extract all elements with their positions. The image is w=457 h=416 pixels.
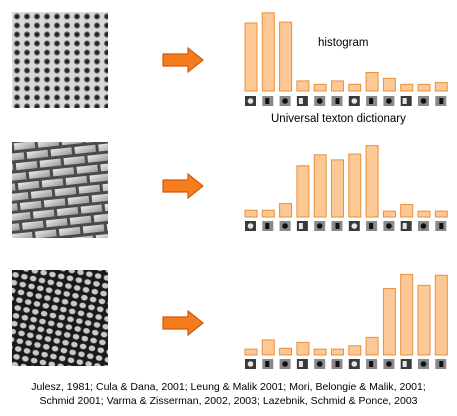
citation-text: Julesz, 1981; Cula & Dana, 2001; Leung &… bbox=[0, 380, 457, 408]
texton-blob-icon bbox=[245, 96, 256, 106]
histogram-chart-1 bbox=[244, 12, 448, 92]
texton-bar-icon bbox=[383, 221, 395, 231]
histogram-bar bbox=[400, 273, 414, 356]
histogram-bar bbox=[279, 347, 293, 356]
texture-image-mesh bbox=[12, 270, 108, 366]
histogram-bar bbox=[348, 345, 362, 356]
histogram-chart-2 bbox=[244, 145, 448, 218]
histogram-bar bbox=[296, 165, 310, 218]
histogram-chart-3 bbox=[244, 273, 448, 356]
arrow-right-icon bbox=[162, 310, 204, 336]
histogram-bar bbox=[382, 288, 396, 356]
texton-ring-icon bbox=[314, 359, 326, 369]
histogram-bar bbox=[331, 348, 344, 356]
texton-dot-icon bbox=[435, 359, 447, 369]
texton-dot-icon bbox=[435, 96, 447, 106]
texton-icons-row-3 bbox=[245, 359, 447, 369]
texton-bar-icon bbox=[383, 359, 395, 369]
texton-spot-icon bbox=[366, 359, 378, 369]
histogram-bar bbox=[296, 341, 310, 356]
texton-line-icon bbox=[296, 221, 308, 231]
texton-cross-icon bbox=[418, 359, 429, 369]
texton-ring-icon bbox=[314, 221, 326, 231]
texton-line-icon bbox=[296, 359, 308, 369]
texton-halo-icon bbox=[400, 96, 412, 106]
texton-line-icon bbox=[296, 96, 308, 106]
texton-corner-icon bbox=[279, 221, 291, 231]
dictionary-label: Universal texton dictionary bbox=[271, 113, 406, 125]
histogram-bar bbox=[261, 209, 275, 218]
texton-cross-icon bbox=[418, 221, 429, 231]
histogram-bar bbox=[244, 348, 258, 356]
texton-ring-icon bbox=[314, 96, 326, 106]
arrow-right-icon bbox=[162, 173, 204, 199]
histogram-bar bbox=[313, 154, 327, 218]
histogram-bar bbox=[348, 83, 362, 92]
histogram-bar bbox=[296, 80, 310, 92]
texton-dark-icon bbox=[331, 221, 343, 231]
texton-spot-icon bbox=[366, 96, 378, 106]
histogram-bar bbox=[313, 83, 327, 92]
texton-dot-icon bbox=[435, 221, 447, 231]
histogram-bar bbox=[417, 210, 431, 218]
histogram-bar bbox=[434, 82, 448, 92]
histogram-bar bbox=[261, 12, 275, 92]
histogram-bar bbox=[400, 203, 414, 218]
histogram-label: histogram bbox=[318, 37, 369, 49]
texton-spot-icon bbox=[366, 221, 378, 231]
texton-blob-icon bbox=[245, 359, 256, 369]
histogram-bar bbox=[400, 83, 414, 92]
histogram-bar bbox=[244, 22, 258, 92]
texton-edge-icon bbox=[262, 96, 274, 106]
histogram-bar bbox=[313, 348, 327, 356]
texton-halo-icon bbox=[400, 221, 412, 231]
texton-icons-row-1 bbox=[245, 96, 447, 106]
texton-dark-icon bbox=[331, 96, 343, 106]
texton-bar-icon bbox=[383, 96, 395, 106]
texton-corner-icon bbox=[279, 96, 291, 106]
texton-edge-icon bbox=[262, 359, 274, 369]
texture-image-bricks bbox=[12, 142, 108, 238]
histogram-bar bbox=[279, 203, 293, 218]
histogram-bar bbox=[365, 72, 379, 92]
histogram-bar bbox=[244, 209, 258, 218]
arrow-right-icon bbox=[162, 47, 204, 73]
histogram-bar bbox=[365, 145, 379, 218]
histogram-bar bbox=[331, 80, 344, 92]
histogram-bar bbox=[348, 153, 362, 218]
texton-gradient-icon bbox=[348, 96, 360, 106]
histogram-bar bbox=[434, 274, 448, 356]
histogram-bar bbox=[382, 77, 396, 92]
texton-gradient-icon bbox=[348, 221, 360, 231]
histogram-bar bbox=[417, 284, 431, 356]
texture-image-dots bbox=[12, 12, 108, 108]
texton-cross-icon bbox=[418, 96, 429, 106]
texton-edge-icon bbox=[262, 221, 274, 231]
histogram-bar bbox=[261, 339, 275, 356]
texton-blob-icon bbox=[245, 221, 256, 231]
citation-line-1: Julesz, 1981; Cula & Dana, 2001; Leung &… bbox=[31, 381, 426, 393]
histogram-bar bbox=[417, 83, 431, 92]
texton-dark-icon bbox=[331, 359, 343, 369]
histogram-bar bbox=[331, 159, 344, 218]
texton-gradient-icon bbox=[348, 359, 360, 369]
histogram-bar bbox=[279, 21, 293, 92]
citation-line-2: Schmid 2001; Varma & Zisserman, 2002, 20… bbox=[39, 395, 418, 407]
texton-halo-icon bbox=[400, 359, 412, 369]
texton-corner-icon bbox=[279, 359, 291, 369]
histogram-bar bbox=[434, 210, 448, 218]
histogram-bar bbox=[365, 336, 379, 356]
histogram-bar bbox=[382, 210, 396, 218]
texton-icons-row-2 bbox=[245, 221, 447, 231]
